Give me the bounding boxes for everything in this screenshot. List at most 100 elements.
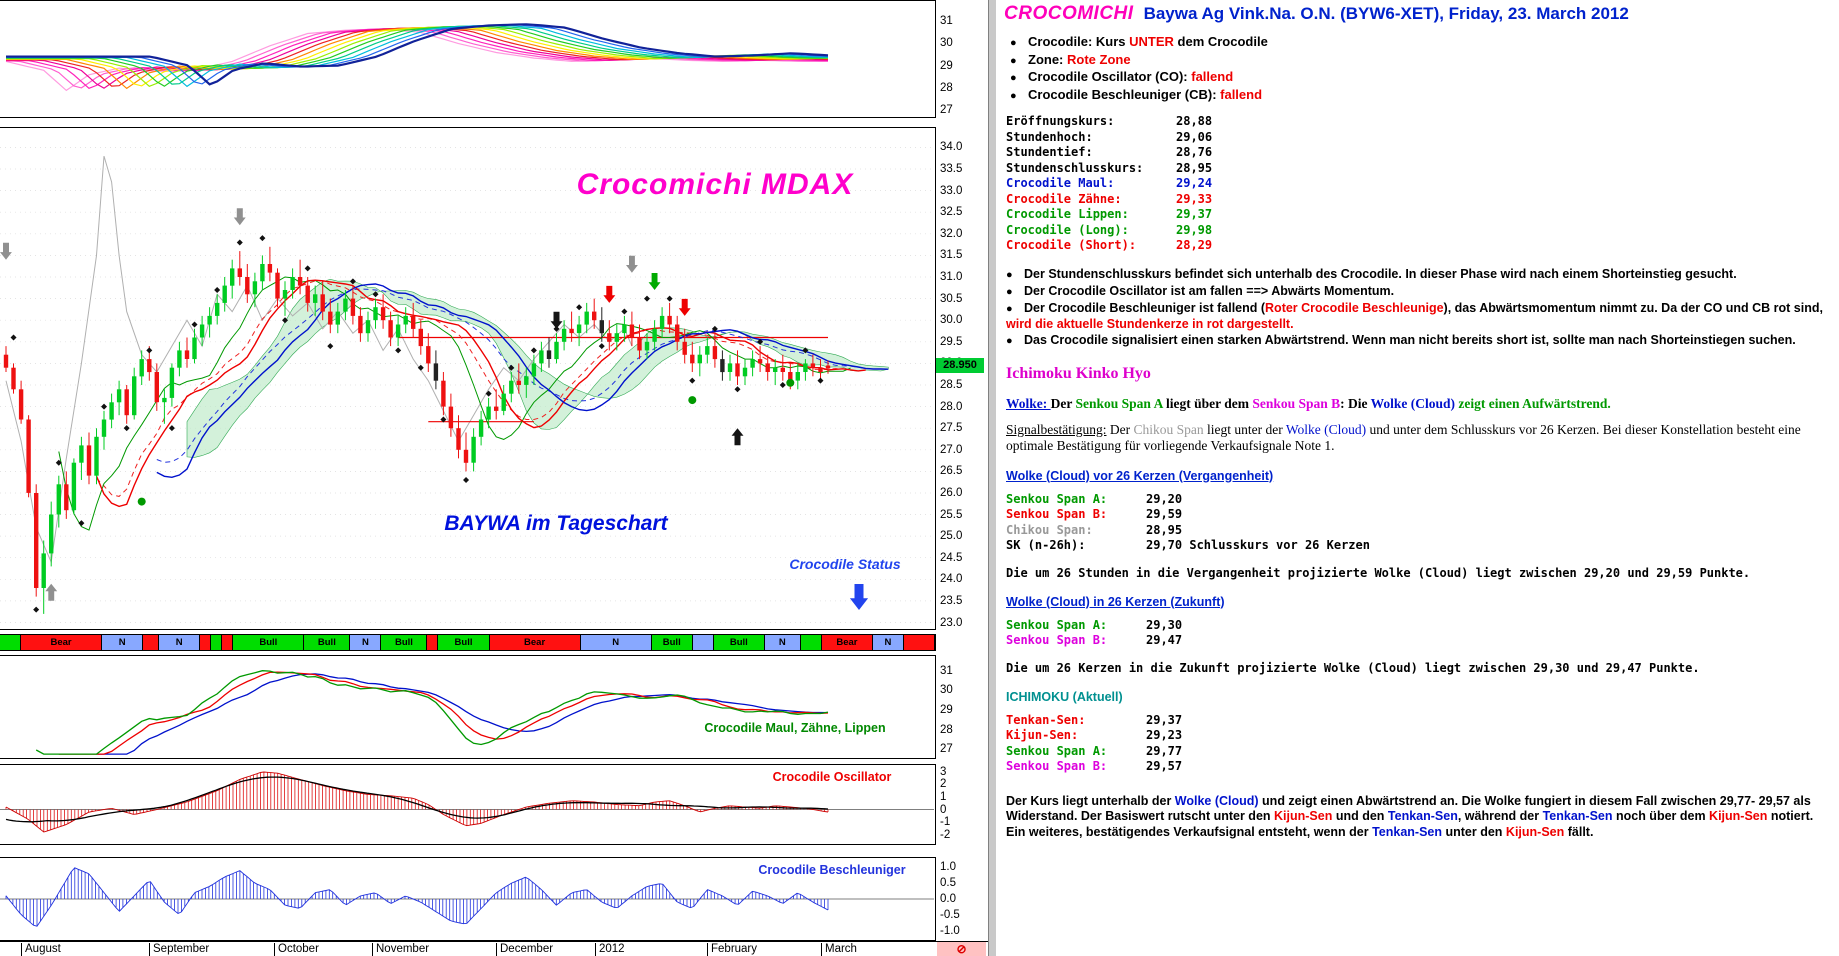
value-row: Crocodile Lippen: 29,37 (1006, 207, 1833, 223)
diamond-marker (508, 364, 515, 371)
candle (313, 294, 318, 303)
value-row: Senkou Span B: 29,47 (1006, 633, 1833, 649)
candle (275, 272, 280, 299)
candle (358, 315, 363, 334)
bullet-item: ● Das Crocodile signalisiert einen starke… (1006, 333, 1833, 349)
bullet-icon: ● (1010, 37, 1017, 49)
candle (373, 307, 378, 321)
y-axis-label: -0.5 (940, 908, 986, 921)
crocodile-oscillator-chart[interactable]: Crocodile Oscillator (0, 764, 936, 845)
text-segment: fällt. (1564, 824, 1594, 839)
value-number: 29,57 (1146, 759, 1183, 773)
month-label: 2012 (595, 943, 625, 956)
value-label: Kijun-Sen: (1006, 728, 1079, 742)
diamond-marker (282, 317, 289, 324)
status-down-arrow-icon (849, 584, 869, 610)
down-arrow-icon (648, 273, 661, 290)
y-axis-label: 24.5 (940, 551, 986, 564)
conclusion-paragraph: Der Kurs liegt unterhalb der Wolke (Clou… (1006, 794, 1833, 841)
down-arrow-icon (678, 298, 691, 316)
diamond-marker (327, 343, 334, 350)
value-label: Senkou Span A: (1006, 743, 1108, 758)
candle (494, 406, 499, 411)
diamond-marker (576, 304, 583, 311)
diamond-marker (236, 239, 243, 246)
regime-segment: N (580, 635, 652, 650)
candle (546, 350, 552, 359)
bullet-item: ● Der Crocodile Oscillator ist am fallen … (1006, 284, 1833, 300)
value-row: Crocodile Maul: 29,24 (1006, 176, 1833, 192)
ma-ribbon-chart[interactable] (0, 0, 936, 118)
diamond-marker (689, 377, 696, 384)
value-label: Crocodile (Long): (1006, 222, 1129, 237)
main-price-chart[interactable]: Crocomichi MDAX BAYWA im Tageschart Crocod… (0, 127, 936, 630)
value-label: Senkou Span B: (1006, 633, 1108, 647)
candle (71, 462, 77, 511)
candle (637, 337, 642, 351)
candle (652, 328, 657, 342)
candle (320, 294, 325, 312)
no-entry-button[interactable]: ⊘ (937, 942, 986, 956)
candle (463, 449, 469, 463)
candle (395, 324, 401, 338)
y-axis-label: 27.5 (940, 422, 986, 435)
candle (169, 367, 175, 398)
text-segment: Signalbestätigung: (1006, 421, 1107, 437)
diamond-marker (621, 308, 628, 315)
diamond-marker (440, 416, 447, 423)
y-axis-label: 33.0 (940, 184, 986, 197)
regime-label: Bull (662, 637, 681, 648)
diamond-marker (33, 606, 40, 613)
crocodile-beschleuniger-chart[interactable]: Crocodile Beschleuniger (0, 857, 936, 941)
text-segment: notiert. Ein weiteres, bestätigendes Ver… (1006, 809, 1814, 839)
text-segment: liegt unter der (1203, 421, 1286, 437)
crocodile-lines-chart[interactable]: Crocodile Maul, Zähne, Lippen (0, 655, 936, 759)
text-segment: Rote Zone (1067, 51, 1131, 67)
candle (501, 393, 506, 411)
value-label: Crocodile Lippen: (1006, 207, 1129, 221)
y-axis-label: 31.5 (940, 249, 986, 262)
diamond-marker (530, 347, 537, 354)
y-axis-label: 33.5 (940, 163, 986, 176)
candle (199, 324, 205, 338)
past-cloud-values: Senkou Span A: 29,20 Senkou Span B: 29,59 Ch… (1006, 492, 1833, 554)
regime-segment: Bear (489, 635, 581, 650)
candle (584, 311, 589, 325)
candle (720, 359, 725, 373)
vertical-scrollbar[interactable] (988, 0, 996, 956)
candle (252, 281, 258, 295)
value-row: Crocodile Zähne: 29,33 (1006, 192, 1833, 208)
candle (230, 268, 235, 286)
y-axis-label: 25.5 (940, 508, 986, 521)
text-segment: Tenkan-Sen (1542, 809, 1613, 823)
regime-segment: N (159, 635, 201, 650)
text-segment: unter den (1442, 824, 1506, 839)
y-axis-label: 34.0 (940, 141, 986, 154)
ribbon-line (6, 23, 829, 86)
ribbon-line (6, 24, 829, 85)
value-number: 28,95 (1176, 160, 1213, 175)
candle (810, 363, 816, 368)
regime-segment (427, 635, 439, 650)
diamond-marker (101, 403, 108, 410)
month-label: October (274, 943, 319, 956)
regime-label: N (118, 637, 126, 648)
candle (245, 277, 250, 295)
crocodile-status-label: Crocodile Status (789, 556, 900, 572)
text-segment: : Die (1340, 395, 1371, 411)
ichimoku-current-values: Tenkan-Sen: 29,37 Kijun-Sen: 29,23 Senkou Sp… (1006, 713, 1833, 775)
candle (132, 376, 137, 416)
value-number: 29,70 Schlusskurs vor 26 Kerzen (1146, 538, 1370, 552)
candle (192, 337, 197, 360)
bullet-icon: ● (1006, 285, 1013, 298)
y-axis-label: 31 (940, 15, 986, 28)
lippen-line (58, 276, 851, 531)
y-axis-label: 27 (940, 104, 986, 117)
diamond-marker (55, 459, 62, 466)
crocodile-status-bullets: ● Crocodile: Kurs UNTER dem Crocodile ● Zon… (1010, 34, 1833, 104)
diamond-marker (779, 381, 786, 388)
value-number: 29,98 (1176, 222, 1213, 237)
candle (622, 324, 627, 334)
diamond-marker (146, 347, 153, 354)
